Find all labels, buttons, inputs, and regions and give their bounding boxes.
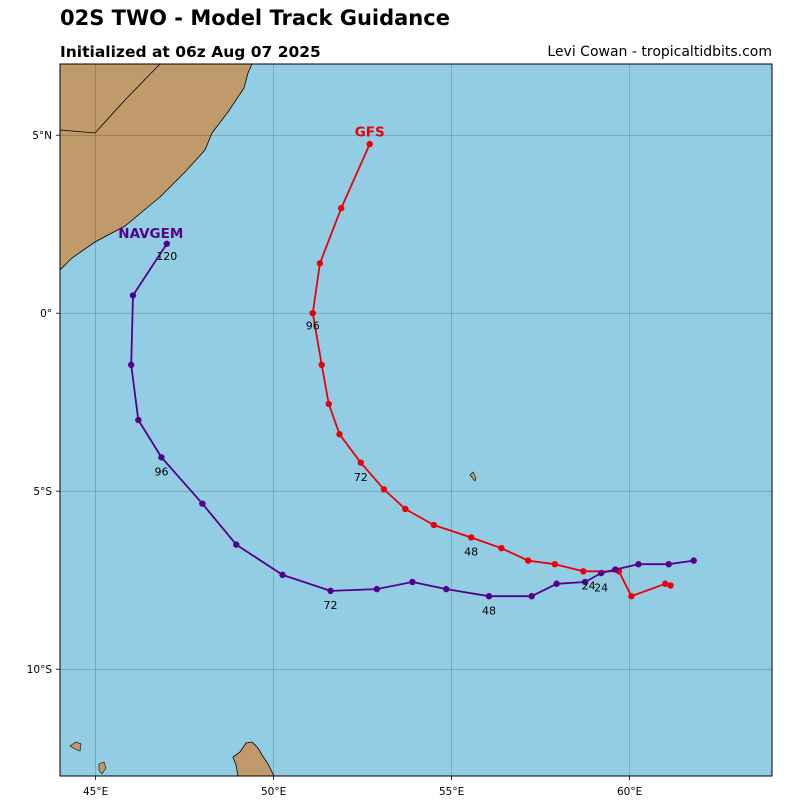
page-title: 02S TWO - Model Track Guidance xyxy=(60,6,450,30)
gfs-track-point xyxy=(309,310,316,317)
navgem-track-point xyxy=(635,560,642,568)
navgem-track-point xyxy=(199,500,206,507)
land-madagascar xyxy=(232,741,275,776)
land-layer xyxy=(60,64,477,776)
gfs-track-point xyxy=(316,260,324,267)
gfs-track-point xyxy=(467,534,475,541)
gfs-track-point xyxy=(551,560,559,568)
gfs-track-point xyxy=(524,557,532,564)
navgem-model-label: NAVGEM xyxy=(118,226,183,242)
navgem-track-point xyxy=(443,585,450,593)
gfs-hour-label: 96 xyxy=(306,320,320,333)
gfs-track-point xyxy=(366,140,373,148)
lon-tick-label: 50°E xyxy=(261,786,286,798)
gfs-track-point xyxy=(430,521,437,529)
gfs-track-point xyxy=(380,486,388,493)
ocean-background xyxy=(60,64,772,776)
gfs-track-point xyxy=(402,505,409,513)
lat-tick-label: 10°S xyxy=(27,664,53,676)
gfs-track-point xyxy=(628,593,635,600)
navgem-hour-label: 120 xyxy=(156,250,177,263)
gfs-track-point xyxy=(325,400,332,408)
navgem-track-point xyxy=(612,566,619,573)
land-island-grande-comore xyxy=(69,741,82,752)
credit-label: Levi Cowan - tropicaltidbits.com xyxy=(547,44,772,60)
navgem-track-point xyxy=(581,578,589,586)
lon-tick-label: 45°E xyxy=(83,786,108,798)
lon-tick-label: 60°E xyxy=(617,786,642,798)
land-island-seychelles xyxy=(469,471,477,482)
navgem-track-point xyxy=(665,560,672,568)
axis-ticks: 45°E 50°E 55°E 60°E 5°N 0° 5°S 10°S xyxy=(27,130,643,798)
lat-tick-label: 5°N xyxy=(32,130,52,142)
navgem-track-point xyxy=(233,541,240,548)
navgem-track-point xyxy=(163,240,170,247)
navgem-track-point xyxy=(327,587,334,595)
lat-tick-label: 0° xyxy=(40,308,52,320)
navgem-track-point xyxy=(129,292,137,299)
navgem-hour-label: 96 xyxy=(154,466,168,479)
land-horn-of-africa xyxy=(60,64,253,271)
navgem-track-point xyxy=(409,578,416,586)
navgem-track-point xyxy=(373,585,381,593)
gfs-track-point xyxy=(580,568,587,575)
navgem-track-point xyxy=(597,569,605,577)
navgem-hour-label: 48 xyxy=(482,604,496,617)
gfs-track-point xyxy=(357,459,365,466)
land-island-mayotte xyxy=(98,761,107,775)
model-tracks xyxy=(128,140,697,600)
country-border xyxy=(60,64,161,134)
navgem-track-point xyxy=(158,454,165,461)
gfs-track-point xyxy=(336,431,343,438)
gfs-model-label: GFS xyxy=(355,125,385,141)
gfs-track-point xyxy=(338,204,345,212)
gfs-hour-label: 24 xyxy=(582,580,596,593)
lat-tick-label: 5°S xyxy=(33,486,52,498)
navgem-track-point xyxy=(553,580,560,587)
navgem-track-point xyxy=(135,416,142,424)
map-frame xyxy=(59,63,773,777)
navgem-hour-label: 72 xyxy=(324,599,338,612)
track-labels: 24 48 72 96 GFS 24 48 72 96 120 NAVGEM xyxy=(118,125,608,618)
gfs-track-point xyxy=(498,544,505,552)
gfs-track-point xyxy=(318,361,325,369)
navgem-track-point xyxy=(485,593,493,600)
gfs-track-point xyxy=(662,580,669,587)
gfs-track-point xyxy=(667,582,674,589)
navgem-track-point xyxy=(528,593,535,600)
gfs-hour-label: 72 xyxy=(354,471,368,484)
navgem-track-point xyxy=(279,571,286,579)
lon-tick-label: 55°E xyxy=(439,786,464,798)
init-time-subtitle: Initialized at 06z Aug 07 2025 xyxy=(60,43,321,61)
navgem-hour-label: 24 xyxy=(594,581,608,594)
graticule xyxy=(60,64,772,776)
navgem-track-point xyxy=(128,361,135,369)
gfs-hour-label: 48 xyxy=(464,546,478,559)
navgem-track-point xyxy=(690,557,697,564)
